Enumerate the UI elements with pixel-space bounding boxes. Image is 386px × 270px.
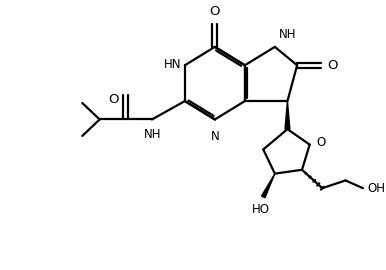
Text: O: O [327, 59, 338, 72]
Polygon shape [262, 174, 275, 198]
Text: NH: NH [144, 128, 162, 141]
Text: HN: HN [164, 58, 181, 71]
Text: O: O [317, 136, 326, 149]
Text: HO: HO [252, 203, 270, 216]
Polygon shape [285, 101, 290, 129]
Text: O: O [108, 93, 119, 106]
Text: OH: OH [368, 182, 386, 195]
Text: N: N [210, 130, 219, 143]
Text: O: O [210, 5, 220, 18]
Text: NH: NH [279, 28, 296, 41]
